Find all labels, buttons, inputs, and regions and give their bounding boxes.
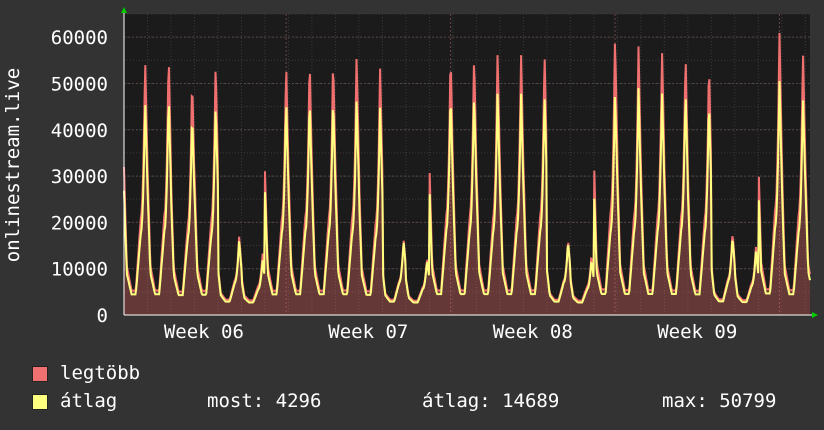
series-layer <box>123 32 811 316</box>
x-axis-arrow <box>812 312 818 318</box>
y-axis-label: onlinestream.live <box>2 68 24 262</box>
y-tick-label: 40000 <box>51 120 108 142</box>
y-tick-label: 60000 <box>51 27 108 49</box>
y-axis-arrow <box>121 7 127 13</box>
legend-max-swatch <box>32 366 48 382</box>
stat-average: átlag: 14689 <box>422 390 560 412</box>
series-line-avg <box>123 81 811 304</box>
x-tick-label: Week 07 <box>328 321 408 343</box>
x-axis-ticks: Week 06 Week 07 Week 08 Week 09 <box>164 321 737 343</box>
stat-now: most: 4296 <box>207 390 322 412</box>
legend-avg-label: átlag <box>60 390 118 412</box>
x-tick-label: Week 09 <box>657 321 737 343</box>
y-tick-label: 0 <box>97 305 108 327</box>
x-tick-label: Week 08 <box>493 321 573 343</box>
legend-avg-swatch <box>32 394 48 410</box>
y-tick-label: 10000 <box>51 259 108 281</box>
y-tick-label: 50000 <box>51 73 108 95</box>
stat-max: max: 50799 <box>662 390 777 412</box>
y-tick-label: 30000 <box>51 166 108 188</box>
x-tick-label: Week 06 <box>164 321 244 343</box>
y-tick-label: 20000 <box>51 212 108 234</box>
y-axis-ticks: 0 10000 20000 30000 40000 50000 60000 <box>51 27 108 327</box>
legend-max-label: legtöbb <box>60 362 141 384</box>
